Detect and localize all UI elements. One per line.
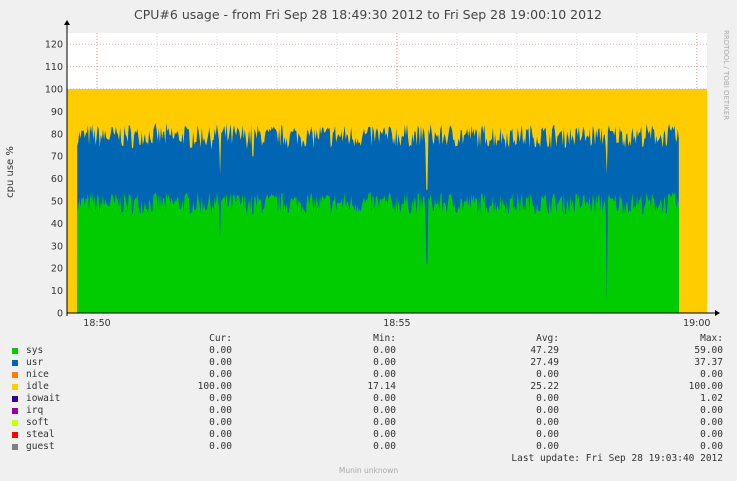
legend-series-name: sys [26, 345, 44, 356]
legend-swatch [12, 348, 18, 354]
y-tick-label: 0 [57, 309, 63, 320]
y-tick-label: 50 [51, 197, 63, 208]
x-tick-labels: 18:50 18:55 19:00 [83, 318, 710, 329]
legend-header-avg: Avg: [536, 333, 559, 344]
legend-swatch [12, 420, 18, 426]
legend-value-cur: 0.00 [209, 369, 232, 380]
legend-swatch [12, 408, 18, 414]
legend-header-cur: Cur: [209, 333, 232, 344]
legend-value-min: 0.00 [373, 405, 396, 416]
legend-value-avg: 47.29 [530, 345, 559, 356]
legend-series-name: steal [26, 429, 55, 440]
x-tick-label: 19:00 [683, 318, 710, 329]
legend-value-avg: 25.22 [530, 381, 559, 392]
x-tick-label: 18:50 [83, 318, 110, 329]
legend-series-name: irq [26, 405, 44, 416]
legend-value-cur: 0.00 [209, 405, 232, 416]
y-tick-label: 40 [51, 219, 63, 230]
y-tick-label: 90 [51, 107, 63, 118]
stacked-areas [67, 89, 707, 313]
legend-value-min: 0.00 [373, 369, 396, 380]
legend-value-cur: 0.00 [209, 429, 232, 440]
legend-series-name: soft [26, 417, 49, 428]
x-tick-label: 18:55 [383, 318, 410, 329]
legend-swatch [12, 384, 18, 390]
legend-value-cur: 100.00 [197, 381, 232, 392]
legend-value-min: 0.00 [373, 357, 396, 368]
legend-value-max: 0.00 [700, 405, 723, 416]
legend-header-min: Min: [373, 333, 396, 344]
legend-value-cur: 0.00 [209, 345, 232, 356]
legend-series-name: nice [26, 369, 49, 380]
rrdtool-side-label: RRDTOOL / TOBI OETIKER [722, 30, 730, 120]
legend-swatch [12, 360, 18, 366]
y-tick-label: 80 [51, 129, 63, 140]
legend-value-cur: 0.00 [209, 393, 232, 404]
legend-value-max: 1.02 [700, 393, 723, 404]
legend-value-cur: 0.00 [209, 441, 232, 452]
legend-value-avg: 0.00 [536, 405, 559, 416]
legend-series-name: idle [26, 381, 49, 392]
y-tick-label: 30 [51, 241, 63, 252]
y-axis-label: cpu use % [5, 146, 16, 198]
munin-footer: Munin unknown [338, 466, 399, 475]
legend-value-min: 0.00 [373, 393, 396, 404]
legend-value-min: 0.00 [373, 429, 396, 440]
legend-swatch [12, 444, 18, 450]
y-tick-label: 120 [45, 40, 63, 51]
legend-series-name: guest [26, 441, 55, 452]
legend-value-min: 0.00 [373, 441, 396, 452]
legend-value-avg: 0.00 [536, 429, 559, 440]
y-tick-label: 110 [45, 62, 63, 73]
legend-value-max: 0.00 [700, 441, 723, 452]
legend-value-avg: 0.00 [536, 369, 559, 380]
y-axis-arrow [64, 20, 70, 25]
legend-value-min: 0.00 [373, 417, 396, 428]
legend-value-max: 0.00 [700, 429, 723, 440]
legend-swatch [12, 432, 18, 438]
legend-value-cur: 0.00 [209, 357, 232, 368]
y-tick-label: 60 [51, 174, 63, 185]
legend-value-max: 0.00 [700, 369, 723, 380]
y-tick-label: 10 [51, 286, 63, 297]
y-tick-label: 100 [45, 85, 63, 96]
legend-swatch [12, 396, 18, 402]
legend-series-name: usr [26, 357, 44, 368]
last-update: Last update: Fri Sep 28 19:03:40 2012 [511, 453, 723, 464]
legend-value-avg: 27.49 [530, 357, 559, 368]
legend-value-max: 0.00 [700, 417, 723, 428]
axes [64, 20, 720, 316]
legend-value-avg: 0.00 [536, 441, 559, 452]
chart-title: CPU#6 usage - from Fri Sep 28 18:49:30 2… [134, 7, 602, 22]
y-tick-label: 20 [51, 264, 63, 275]
legend-series-name: iowait [26, 393, 61, 404]
legend-value-max: 59.00 [694, 345, 723, 356]
x-axis-arrow [715, 310, 720, 316]
legend-value-max: 37.37 [694, 357, 723, 368]
legend-value-min: 17.14 [367, 381, 396, 392]
series-sys-area [77, 192, 679, 313]
legend-swatch [12, 372, 18, 378]
legend-header-max: Max: [700, 333, 723, 344]
legend-value-cur: 0.00 [209, 417, 232, 428]
legend-value-min: 0.00 [373, 345, 396, 356]
legend-value-max: 100.00 [688, 381, 723, 392]
y-tick-label: 70 [51, 152, 63, 163]
y-tick-labels: 0 10 20 30 40 50 60 70 80 90 100 110 120 [45, 40, 63, 320]
legend-value-avg: 0.00 [536, 393, 559, 404]
legend-value-avg: 0.00 [536, 417, 559, 428]
